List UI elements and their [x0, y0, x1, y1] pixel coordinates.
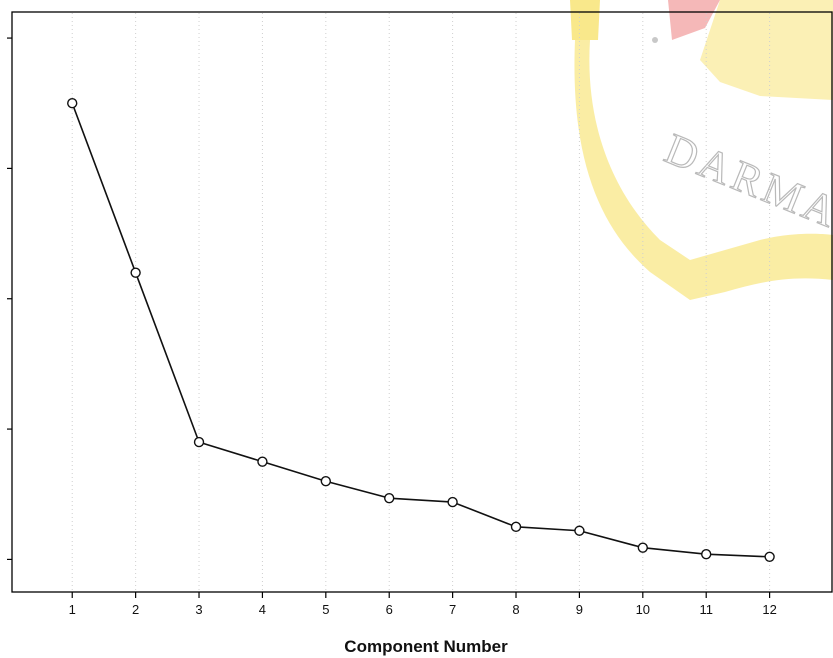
watermark-shield-yellow	[570, 0, 600, 40]
data-point-6	[384, 492, 395, 504]
watermark-shield-red	[668, 0, 720, 40]
data-point-10	[637, 542, 649, 553]
watermark-emblem: DARMA PE	[570, 0, 833, 300]
data-point-12	[764, 551, 775, 563]
x-axis-ticks	[71, 592, 771, 598]
x-tick-label-12: 12	[762, 602, 776, 617]
series-line	[71, 102, 770, 558]
x-tick-label-6: 6	[386, 602, 393, 617]
x-tick-label-11: 11	[699, 602, 713, 617]
x-tick-label-5: 5	[322, 602, 329, 617]
data-point-11	[701, 549, 712, 560]
y-axis-ticks	[7, 37, 12, 561]
data-point-7	[447, 496, 458, 508]
x-tick-label-7: 7	[449, 602, 456, 617]
watermark-shield-right	[700, 0, 833, 100]
x-axis-title: Component Number	[344, 637, 508, 656]
x-tick-label-9: 9	[576, 602, 583, 617]
data-point-4	[257, 456, 268, 467]
grid-lines	[71, 13, 771, 591]
x-axis-tick-labels: 1 2 3 4 5 6 7 8 9 10 11 12	[69, 602, 777, 617]
plot-frame	[11, 11, 833, 593]
data-point-5	[320, 476, 332, 487]
watermark-ribbon	[574, 40, 833, 300]
x-tick-label-10: 10	[636, 602, 650, 617]
data-point-2	[130, 267, 141, 278]
x-tick-label-8: 8	[512, 602, 519, 617]
x-tick-label-2: 2	[132, 602, 139, 617]
data-points	[67, 98, 775, 563]
x-tick-label-3: 3	[195, 602, 202, 617]
data-point-1	[67, 98, 78, 109]
x-tick-label-4: 4	[259, 602, 266, 617]
x-tick-label-1: 1	[69, 602, 76, 617]
data-point-9	[574, 525, 585, 536]
watermark-dot	[652, 37, 658, 43]
data-point-3	[193, 436, 205, 448]
data-point-8	[510, 521, 522, 533]
